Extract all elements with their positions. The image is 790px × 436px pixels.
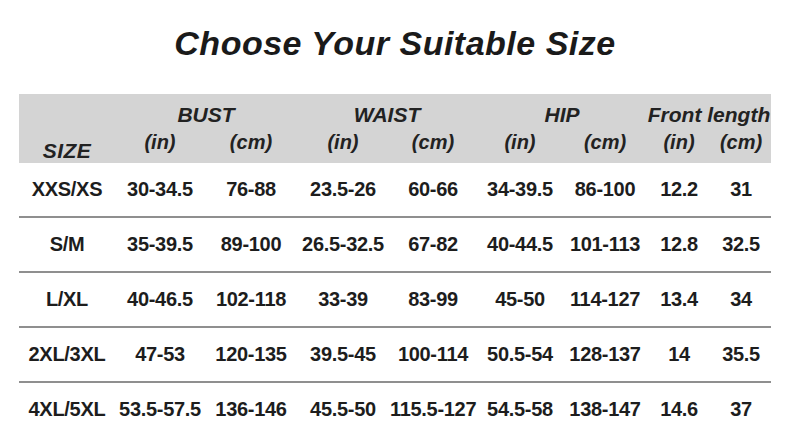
table-row: S/M 35-39.5 89-100 26.5-32.5 67-82 40-44… [19,217,771,272]
table-cell: 23.5-26 [297,163,389,217]
table-cell: 53.5-57.5 [115,382,205,436]
header-group-row: SIZE BUST WAIST HIP Front length [19,94,771,127]
subheader-hip-cm: (cm) [563,127,647,163]
table-cell: 34 [711,272,771,327]
size-cell: S/M [19,217,115,272]
size-chart-table: SIZE BUST WAIST HIP Front length (in) (c… [19,94,771,436]
subheader-hip-in: (in) [477,127,563,163]
table-cell: 14.6 [647,382,711,436]
subheader-waist-in: (in) [297,127,389,163]
table-cell: 35.5 [711,327,771,382]
table-cell: 128-137 [563,327,647,382]
table-cell: 14 [647,327,711,382]
table-cell: 40-46.5 [115,272,205,327]
table-cell: 12.8 [647,217,711,272]
table-cell: 50.5-54 [477,327,563,382]
table-cell: 34-39.5 [477,163,563,217]
table-cell: 115.5-127 [389,382,477,436]
table-cell: 13.4 [647,272,711,327]
table-cell: 37 [711,382,771,436]
subheader-bust-in: (in) [115,127,205,163]
table-cell: 12.2 [647,163,711,217]
table-cell: 101-113 [563,217,647,272]
table-row: L/XL 40-46.5 102-118 33-39 83-99 45-50 1… [19,272,771,327]
table-cell: 39.5-45 [297,327,389,382]
table-cell: 102-118 [205,272,297,327]
size-cell: 4XL/5XL [19,382,115,436]
table-row: XXS/XS 30-34.5 76-88 23.5-26 60-66 34-39… [19,163,771,217]
table-cell: 100-114 [389,327,477,382]
table-row: 2XL/3XL 47-53 120-135 39.5-45 100-114 50… [19,327,771,382]
table-cell: 32.5 [711,217,771,272]
table-cell: 33-39 [297,272,389,327]
column-group-waist: WAIST [297,94,477,127]
header-unit-row: (in) (cm) (in) (cm) (in) (cm) (in) (cm) [19,127,771,163]
size-cell: XXS/XS [19,163,115,217]
table-cell: 45-50 [477,272,563,327]
table-cell: 120-135 [205,327,297,382]
column-group-front-length: Front length [647,94,771,127]
column-group-bust: BUST [115,94,297,127]
table-cell: 83-99 [389,272,477,327]
table-cell: 30-34.5 [115,163,205,217]
size-cell: 2XL/3XL [19,327,115,382]
subheader-front-length-in: (in) [647,127,711,163]
size-cell: L/XL [19,272,115,327]
table-cell: 60-66 [389,163,477,217]
subheader-front-length-cm: (cm) [711,127,771,163]
table-cell: 35-39.5 [115,217,205,272]
table-cell: 86-100 [563,163,647,217]
table-cell: 89-100 [205,217,297,272]
table-cell: 76-88 [205,163,297,217]
column-header-size: SIZE [19,94,115,163]
table-cell: 40-44.5 [477,217,563,272]
table-cell: 114-127 [563,272,647,327]
table-cell: 45.5-50 [297,382,389,436]
column-group-hip: HIP [477,94,647,127]
table-cell: 136-146 [205,382,297,436]
page-title: Choose Your Suitable Size [0,22,790,64]
table-cell: 138-147 [563,382,647,436]
table-cell: 47-53 [115,327,205,382]
table-body: XXS/XS 30-34.5 76-88 23.5-26 60-66 34-39… [19,163,771,436]
table-row: 4XL/5XL 53.5-57.5 136-146 45.5-50 115.5-… [19,382,771,436]
subheader-waist-cm: (cm) [389,127,477,163]
subheader-bust-cm: (cm) [205,127,297,163]
table-cell: 67-82 [389,217,477,272]
table-header: SIZE BUST WAIST HIP Front length (in) (c… [19,94,771,163]
table-cell: 54.5-58 [477,382,563,436]
table-cell: 26.5-32.5 [297,217,389,272]
table-cell: 31 [711,163,771,217]
